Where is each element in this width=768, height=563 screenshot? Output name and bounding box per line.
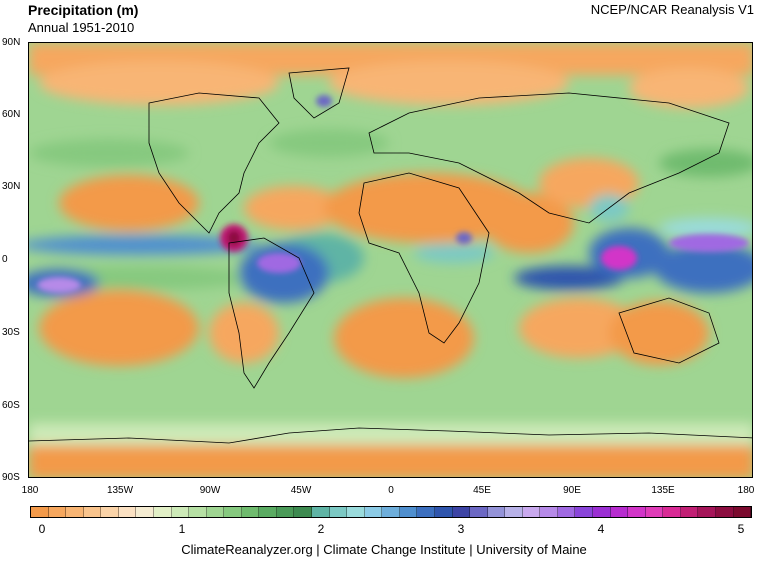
- colorbar-swatch: [610, 507, 629, 517]
- precipitation-map: [28, 42, 753, 478]
- dataset-source: NCEP/NCAR Reanalysis V1: [590, 2, 754, 17]
- lon-label-0: 0: [388, 485, 394, 496]
- colorbar-swatch: [680, 507, 699, 517]
- lat-label-60n: 60N: [2, 109, 21, 120]
- lon-label-45w: 45W: [290, 485, 312, 496]
- colorbar-tick-1: 1: [178, 522, 186, 536]
- colorbar: [30, 506, 752, 518]
- colorbar-swatch: [101, 507, 119, 517]
- colorbar-swatch: [276, 507, 295, 517]
- colorbar-swatch: [663, 507, 681, 517]
- colorbar-swatch: [452, 507, 471, 517]
- colorbar-swatch: [540, 507, 558, 517]
- colorbar-tick-3: 3: [457, 522, 465, 536]
- colorbar-swatch: [347, 507, 365, 517]
- colorbar-swatch: [575, 507, 593, 517]
- colorbar-swatch: [417, 507, 435, 517]
- colorbar-swatch: [224, 507, 242, 517]
- lat-label-90n: 90N: [2, 37, 21, 48]
- colorbar-swatch: [628, 507, 646, 517]
- colorbar-swatch: [645, 507, 664, 517]
- colorbar-swatch: [698, 507, 716, 517]
- colorbar-swatch: [171, 507, 190, 517]
- colorbar-swatch: [593, 507, 611, 517]
- colorbar-swatch: [294, 507, 312, 517]
- lon-label-180w: 180: [21, 485, 39, 496]
- colorbar-swatch: [136, 507, 154, 517]
- colorbar-swatch: [715, 507, 734, 517]
- footer-credit: ClimateReanalyzer.org | Climate Change I…: [181, 542, 587, 557]
- colorbar-swatch: [329, 507, 348, 517]
- lon-label-135e: 135E: [651, 485, 675, 496]
- lat-label-30n: 30N: [2, 181, 21, 192]
- colorbar-swatch: [382, 507, 400, 517]
- colorbar-swatch: [522, 507, 541, 517]
- colorbar-swatch: [733, 507, 752, 517]
- lon-label-135w: 135W: [106, 485, 134, 496]
- colorbar-swatch: [206, 507, 225, 517]
- lat-label-90s: 90S: [2, 472, 20, 483]
- colorbar-swatch: [312, 507, 330, 517]
- colorbar-swatch: [153, 507, 172, 517]
- colorbar-swatch: [48, 507, 67, 517]
- lon-label-180e: 180: [737, 485, 755, 496]
- colorbar-tick-5: 5: [737, 522, 745, 536]
- colorbar-swatch: [66, 507, 84, 517]
- colorbar-swatch: [557, 507, 576, 517]
- colorbar-swatch: [434, 507, 453, 517]
- colorbar-swatch: [259, 507, 277, 517]
- map-title: Precipitation (m): [28, 2, 139, 18]
- colorbar-tick-0: 0: [38, 522, 46, 536]
- lat-label-60s: 60S: [2, 400, 20, 411]
- colorbar-swatch: [241, 507, 260, 517]
- coastlines: [29, 67, 752, 444]
- colorbar-tick-2: 2: [317, 522, 325, 536]
- lon-label-45e: 45E: [473, 485, 491, 496]
- map-field: [29, 43, 752, 477]
- colorbar-tick-4: 4: [597, 522, 605, 536]
- precip-maxima: [37, 95, 749, 293]
- lat-label-30s: 30S: [2, 327, 20, 338]
- lon-label-90e: 90E: [563, 485, 581, 496]
- colorbar-swatch: [505, 507, 523, 517]
- lat-label-eq: 0: [2, 254, 8, 265]
- map-subtitle: Annual 1951-2010: [28, 20, 135, 35]
- colorbar-swatch: [364, 507, 383, 517]
- colorbar-swatch: [189, 507, 207, 517]
- colorbar-swatch: [83, 507, 102, 517]
- lon-label-90w: 90W: [199, 485, 221, 496]
- colorbar-swatch: [487, 507, 506, 517]
- colorbar-swatch: [31, 507, 49, 517]
- colorbar-swatch: [118, 507, 137, 517]
- colorbar-swatch: [399, 507, 418, 517]
- colorbar-swatch: [470, 507, 488, 517]
- precip-field: [29, 43, 752, 477]
